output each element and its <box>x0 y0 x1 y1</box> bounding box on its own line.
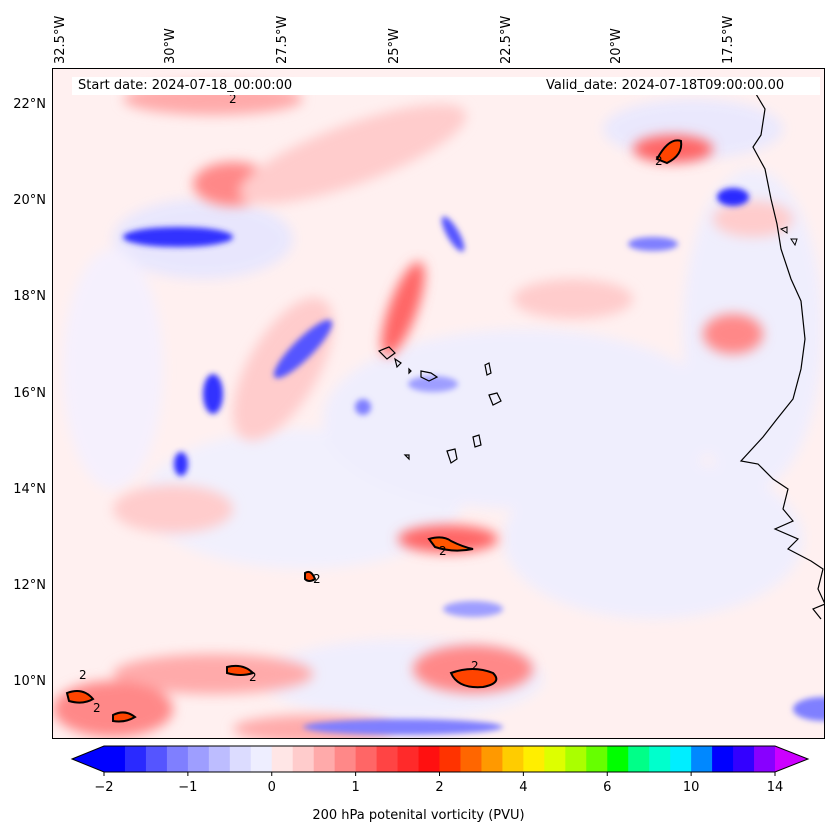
latitude-label: 10°N <box>13 674 46 689</box>
african-coastline <box>739 88 824 620</box>
colorbar-cell <box>439 746 461 772</box>
colorbar-tick-label: −1 <box>178 780 197 795</box>
contour-labels: 2 2 2 2 2 2 2 2 <box>79 92 663 715</box>
colorbar-cell <box>712 746 734 772</box>
contour-label: 2 <box>471 659 479 673</box>
colorbar-cell <box>733 746 755 772</box>
colorbar-cell <box>628 746 650 772</box>
colorbar-cell <box>376 746 399 772</box>
longitude-label: 32.5°W <box>53 15 68 64</box>
colorbar: −2 −1 0 1 2 4 6 10 14 <box>70 745 810 795</box>
latitude-label: 12°N <box>13 578 46 593</box>
colorbar-cell <box>460 746 482 772</box>
colorbar-cell <box>670 746 692 772</box>
pv-field-negative <box>123 188 824 735</box>
contour-label: 2 <box>229 92 237 106</box>
longitude-label: 25°W <box>387 28 402 64</box>
latitude-label: 14°N <box>13 482 46 497</box>
colorbar-title: 200 hPa potenital vorticity (PVU) <box>312 808 525 823</box>
longitude-label: 20°W <box>609 28 624 64</box>
colorbar-cell <box>544 746 566 772</box>
colorbar-cell <box>502 746 524 772</box>
colorbar-under-arrow <box>72 746 104 772</box>
colorbar-cell <box>208 746 231 772</box>
valid-date-label: Valid_date: 2024-07-18T09:00:00.00 <box>540 77 820 95</box>
colorbar-cell <box>145 746 168 772</box>
start-date-label: Start date: 2024-07-18_00:00:00 <box>72 77 554 95</box>
colorbar-cell <box>229 746 252 772</box>
colorbar-tick-label: 10 <box>683 780 700 795</box>
contour-label: 2 <box>313 572 321 586</box>
contour-label: 2 <box>79 668 87 682</box>
contour-label: 2 <box>249 670 257 684</box>
colorbar-cell <box>397 746 420 772</box>
colorbar-cell <box>250 746 273 772</box>
pv-contour-cores <box>65 139 683 723</box>
colorbar-tick-label: 4 <box>519 780 527 795</box>
longitude-label: 30°W <box>163 28 178 64</box>
colorbar-cell <box>523 746 545 772</box>
colorbar-tick-label: 0 <box>268 780 276 795</box>
contour-label: 2 <box>93 701 101 715</box>
colorbar-cell <box>607 746 629 772</box>
colorbar-over-arrow <box>775 746 808 772</box>
colorbar-cell <box>481 746 503 772</box>
colorbar-cell <box>334 746 357 772</box>
latitude-label: 20°N <box>13 193 46 208</box>
colorbar-cell <box>187 746 210 772</box>
colorbar-tick-label: 1 <box>351 780 359 795</box>
latitude-label: 18°N <box>13 289 46 304</box>
colorbar-cell <box>313 746 336 772</box>
colorbar-cell <box>292 746 315 772</box>
colorbar-tick-label: 2 <box>435 780 443 795</box>
colorbar-cell <box>271 746 294 772</box>
colorbar-cell <box>124 746 147 772</box>
cape-verde-islands <box>377 346 502 464</box>
colorbar-cell <box>418 746 440 772</box>
canary-islands <box>779 226 798 247</box>
colorbar-cell <box>754 746 776 772</box>
latitude-label: 22°N <box>13 97 46 112</box>
colorbar-cell <box>166 746 189 772</box>
colorbar-cell <box>586 746 608 772</box>
colorbar-tick-label: 6 <box>603 780 611 795</box>
map-panel: 2 2 2 2 2 2 2 2 <box>52 68 825 739</box>
pv-field-light <box>63 99 823 719</box>
contour-label: 2 <box>439 544 447 558</box>
colorbar-tick-label: −2 <box>94 780 113 795</box>
colorbar-cell <box>355 746 378 772</box>
latitude-label: 16°N <box>13 386 46 401</box>
colorbar-cell <box>104 746 126 772</box>
longitude-label: 22.5°W <box>499 15 514 64</box>
contour-label: 2 <box>655 154 663 168</box>
colorbar-cell <box>691 746 713 772</box>
colorbar-cell <box>649 746 671 772</box>
colorbar-cell <box>565 746 587 772</box>
longitude-label: 27.5°W <box>275 15 290 64</box>
longitude-label: 17.5°W <box>721 15 736 64</box>
colorbar-tick-label: 14 <box>767 780 784 795</box>
